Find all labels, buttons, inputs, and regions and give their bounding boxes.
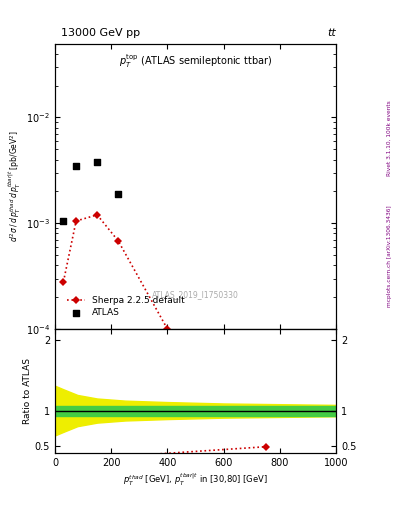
Sherpa 2.2.5 default [292, 362, 296, 369]
Text: 13000 GeV pp: 13000 GeV pp [61, 28, 140, 38]
Text: tt: tt [327, 28, 336, 38]
Text: Rivet 3.1.10, 100k events: Rivet 3.1.10, 100k events [387, 100, 392, 176]
ATLAS [115, 189, 121, 198]
Text: mcplots.cern.ch [arXiv:1306.3436]: mcplots.cern.ch [arXiv:1306.3436] [387, 205, 392, 307]
ATLAS [60, 217, 66, 225]
Text: ATLAS_2019_I1750330: ATLAS_2019_I1750330 [152, 290, 239, 299]
ATLAS [73, 162, 79, 170]
Sherpa 2.2.5 default [165, 326, 170, 332]
Legend: Sherpa 2.2.5 default, ATLAS: Sherpa 2.2.5 default, ATLAS [65, 294, 187, 319]
Y-axis label: $d^2\sigma\,/\,d\,p_T^{thad}\,d\,p_T^{tbar|t}$ [pb/GeV$^2$]: $d^2\sigma\,/\,d\,p_T^{thad}\,d\,p_T^{tb… [7, 130, 23, 242]
Y-axis label: Ratio to ATLAS: Ratio to ATLAS [23, 358, 32, 424]
ATLAS [164, 332, 171, 340]
ATLAS [94, 158, 100, 166]
ATLAS [291, 332, 297, 340]
Sherpa 2.2.5 default [61, 279, 66, 285]
Sherpa 2.2.5 default [116, 238, 121, 244]
Sherpa 2.2.5 default [95, 212, 99, 218]
X-axis label: $p_T^{thad}$ [GeV], $p_T^{tbar|t}$ in [30,80] [GeV]: $p_T^{thad}$ [GeV], $p_T^{tbar|t}$ in [3… [123, 472, 268, 488]
Text: $p_T^{\mathrm{top}}$ (ATLAS semileptonic ttbar): $p_T^{\mathrm{top}}$ (ATLAS semileptonic… [119, 52, 272, 70]
Line: Sherpa 2.2.5 default: Sherpa 2.2.5 default [61, 212, 297, 369]
Sherpa 2.2.5 default [74, 218, 79, 224]
